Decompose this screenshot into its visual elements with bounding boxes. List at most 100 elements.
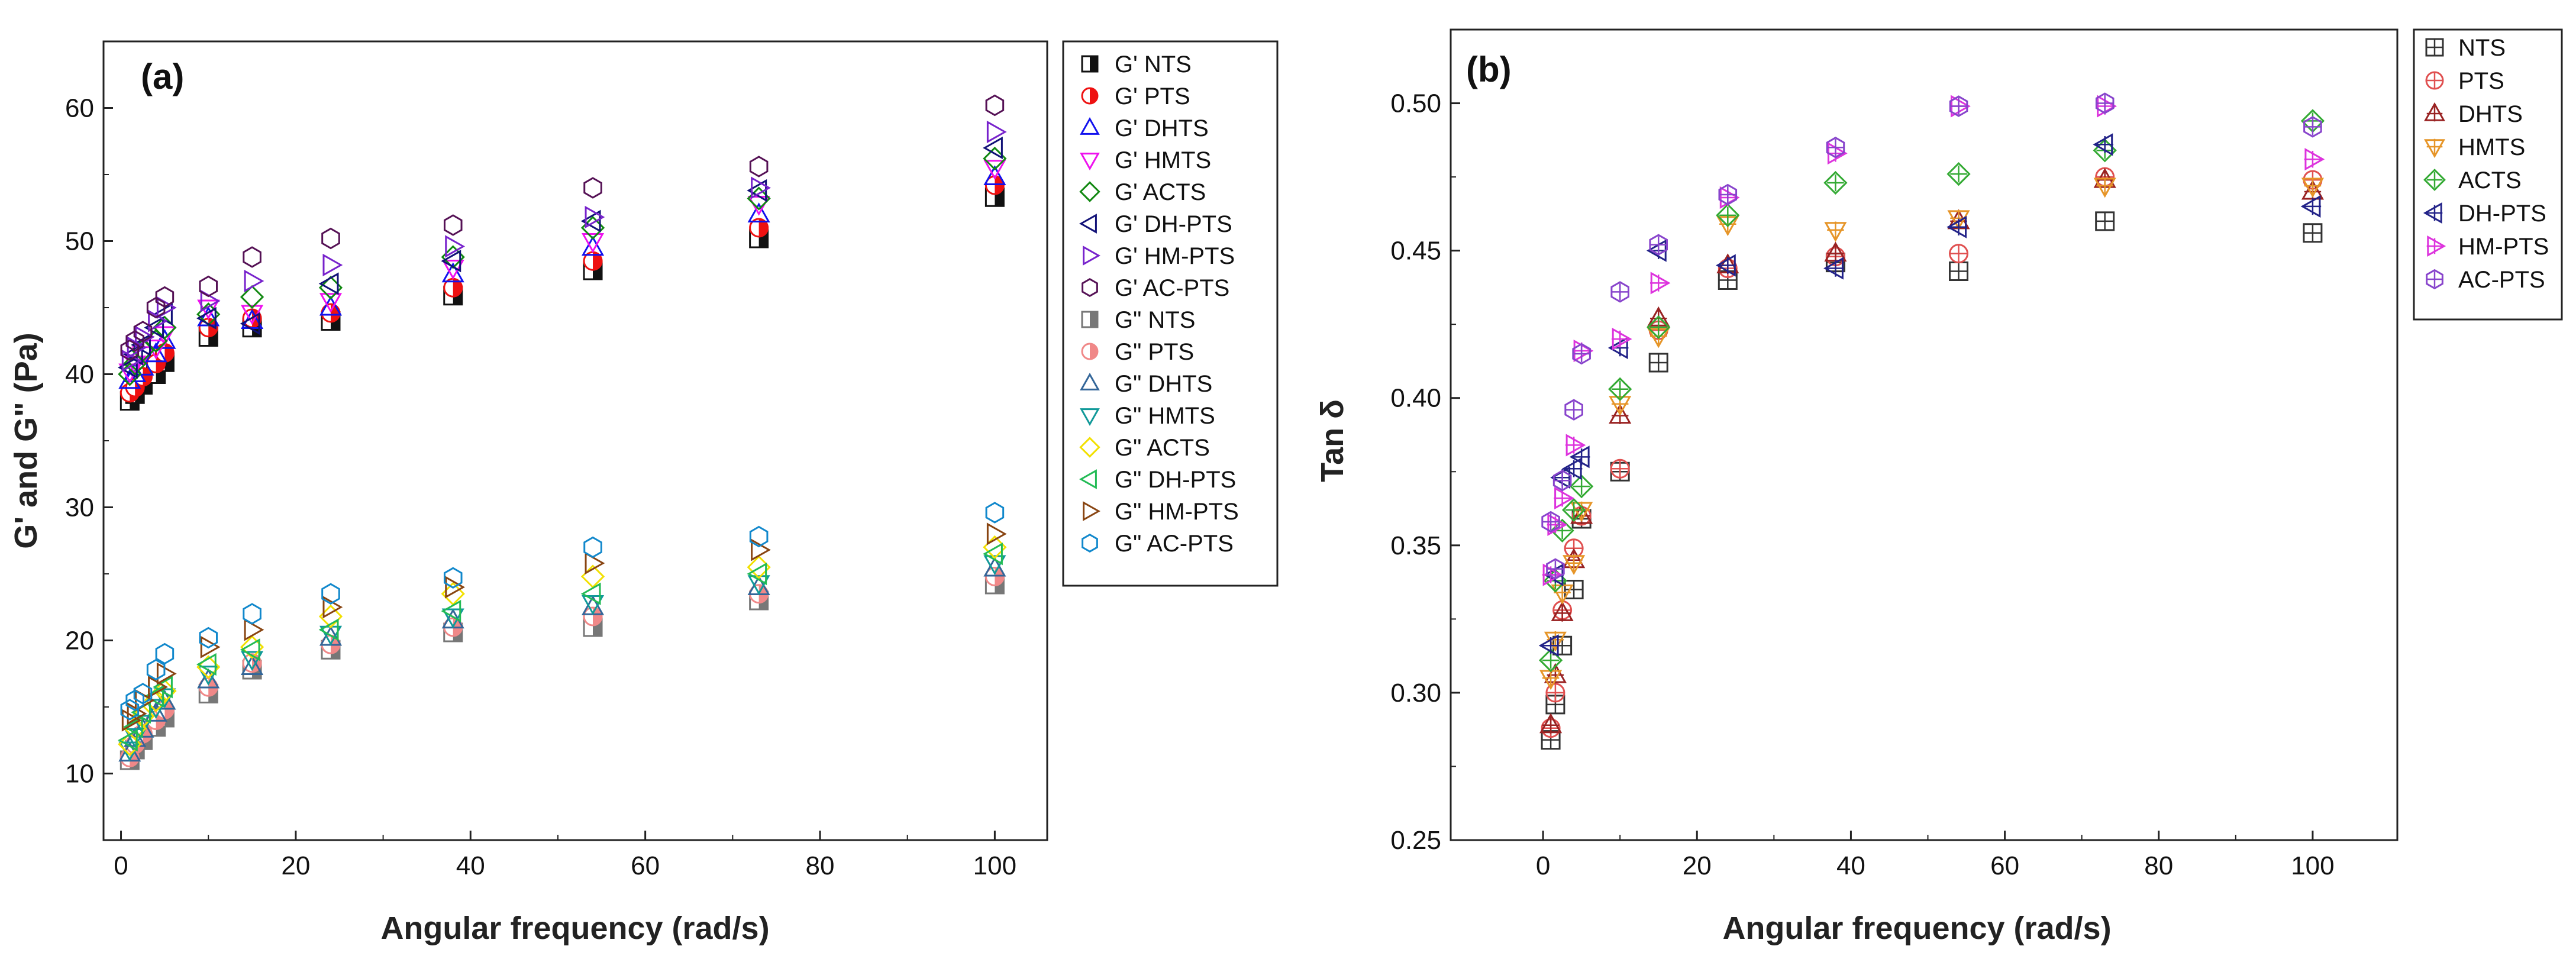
a-legend-item-g-ac-pts: G" AC-PTS	[1082, 531, 1234, 557]
a-point-g-hm-pts	[986, 522, 1007, 545]
a-point-g-ac-pts	[199, 275, 218, 298]
b-point-pts	[1610, 458, 1630, 479]
panel-a-chart: (a) 10 20 30 40 50 60 0 20 40 60 80 100 Angular fr…	[8, 40, 1279, 946]
a-point-g-ac-pts	[749, 525, 769, 548]
a-point-g-ac-pts	[321, 227, 340, 250]
panel-a-legend-box	[1062, 40, 1279, 587]
b-point-hm-pts	[1547, 513, 1568, 537]
a-x-tick-label: 80	[806, 851, 835, 880]
a-x-tick-label: 20	[281, 851, 310, 880]
a-legend-marker	[1079, 214, 1097, 234]
a-point-g-dh-pts	[441, 599, 461, 623]
a-point-g-hm-pts	[445, 576, 466, 599]
a-y-tick-label: 10	[65, 760, 94, 789]
b-point-hm-pts	[1565, 434, 1586, 457]
b-y-tick-label: 0.45	[1390, 237, 1441, 266]
a-point-g-dhts	[319, 295, 343, 316]
a-point-g-ac-pts	[583, 177, 602, 199]
panel-b-chart: (b) 0.25 0.30 0.35 0.40 0.45 0.50 0 20 40 60 80 10…	[1315, 28, 2563, 946]
a-legend-label: G" NTS	[1115, 307, 1195, 333]
a-legend-item-g-pts: G' PTS	[1081, 83, 1190, 109]
b-point-nts	[1564, 580, 1584, 600]
panel-b-label: (b)	[1466, 50, 1512, 89]
a-point-g-hmts	[747, 575, 770, 596]
a-point-g-dhts	[240, 655, 264, 675]
b-point-hmts	[1609, 395, 1632, 416]
a-point-g-dhts	[747, 202, 770, 222]
a-legend-item-g-dh-pts: G' DH-PTS	[1079, 211, 1232, 237]
a-point-g-ac-pts	[120, 339, 140, 361]
panel-a-x-axis: 0 20 40 60 80 100	[114, 831, 1016, 880]
b-legend-label: DH-PTS	[2458, 201, 2546, 227]
a-legend-label: G' NTS	[1115, 51, 1192, 78]
a-point-g-dh-pts	[240, 312, 260, 335]
b-point-ac-pts	[1610, 281, 1629, 303]
panel-a-y-axis: 10 20 30 40 50 60	[65, 94, 113, 789]
b-legend-item-ac-pts: AC-PTS	[2426, 267, 2545, 293]
a-series-g-dh-pts	[118, 136, 1003, 379]
a-point-g-dh-pts	[318, 272, 339, 295]
b-x-tick-label: 60	[1990, 851, 2019, 880]
b-legend-marker	[2423, 169, 2446, 191]
a-point-g-dh-pts	[240, 638, 260, 661]
a-point-g-pts	[583, 606, 603, 627]
a-legend-label: G" DH-PTS	[1115, 467, 1236, 493]
b-y-tick-label: 0.40	[1390, 384, 1441, 413]
a-point-g-dh-pts	[580, 209, 601, 233]
a-point-g-dhts	[983, 165, 1006, 185]
a-point-g-hmts	[983, 160, 1006, 180]
a-legend-label: G' PTS	[1115, 83, 1190, 109]
a-point-g-hm-pts	[156, 662, 177, 685]
a-point-g-dh-pts	[196, 306, 217, 330]
a-point-g-dh-pts	[118, 356, 138, 379]
b-point-dh-pts	[2300, 195, 2322, 218]
b-point-hm-pts	[1554, 487, 1574, 510]
panel-a-y-axis-title: G' and G" (Pa)	[8, 332, 44, 548]
a-legend-label: G" ACTS	[1115, 435, 1210, 461]
a-legend-label: G' HM-PTS	[1115, 243, 1235, 269]
a-y-tick-label: 20	[65, 627, 94, 656]
a-point-g-ac-pts	[749, 156, 769, 177]
a-point-g-dh-pts	[580, 582, 601, 605]
b-legend-label: HM-PTS	[2458, 234, 2549, 260]
panel-b-legend: NTS PTS DHTS HMTS ACTS DH-PTS HM-PTS AC-PTS	[2423, 35, 2549, 293]
a-point-g-hmts	[983, 555, 1006, 576]
a-point-g-hm-pts	[585, 551, 605, 575]
a-point-g-pts	[443, 277, 463, 298]
a-point-g-hm-pts	[244, 618, 264, 641]
b-point-dhts	[1539, 713, 1563, 734]
a-y-tick-label: 60	[65, 94, 94, 123]
panel-b-y-axis-title: Tan δ	[1315, 399, 1350, 482]
b-legend-marker	[2423, 202, 2443, 224]
b-legend-item-acts: ACTS	[2423, 167, 2522, 193]
a-point-g-ac-pts	[583, 536, 602, 558]
b-point-pts	[1545, 683, 1565, 703]
a-legend-item-g-nts: G' NTS	[1081, 51, 1192, 78]
a-point-g-ac-pts	[243, 603, 262, 625]
a-point-g-ac-pts	[133, 321, 153, 343]
b-point-nts	[2095, 211, 2115, 231]
a-point-g-hmts	[441, 608, 464, 629]
a-point-g-hm-pts	[751, 176, 771, 199]
a-legend-item-g-ac-pts: G' AC-PTS	[1082, 275, 1229, 301]
a-series-g-hm-pts	[121, 120, 1007, 373]
a-point-g-dhts	[153, 328, 176, 349]
a-point-g-ac-pts	[985, 502, 1005, 524]
b-point-dh-pts	[1946, 215, 1967, 238]
b-point-dh-pts	[1569, 445, 1590, 469]
a-legend-item-g-dhts: G" DHTS	[1080, 371, 1212, 397]
b-point-ac-pts	[1826, 137, 1845, 159]
a-point-g-ac-pts	[321, 583, 340, 605]
panel-a-label: (a)	[141, 57, 184, 96]
a-point-g-ac-pts	[146, 658, 166, 681]
a-legend-marker	[1081, 55, 1099, 73]
b-point-ac-pts	[1552, 469, 1572, 492]
a-series-g-dhts	[118, 165, 1006, 389]
a-point-g-dh-pts	[983, 543, 1003, 566]
a-point-g-hm-pts	[200, 635, 221, 658]
a-point-g-hmts	[144, 340, 167, 360]
b-point-acts	[1538, 648, 1563, 673]
a-point-g-ac-pts	[125, 689, 144, 711]
a-point-g-dh-pts	[122, 715, 143, 738]
a-point-g-hm-pts	[585, 205, 605, 229]
